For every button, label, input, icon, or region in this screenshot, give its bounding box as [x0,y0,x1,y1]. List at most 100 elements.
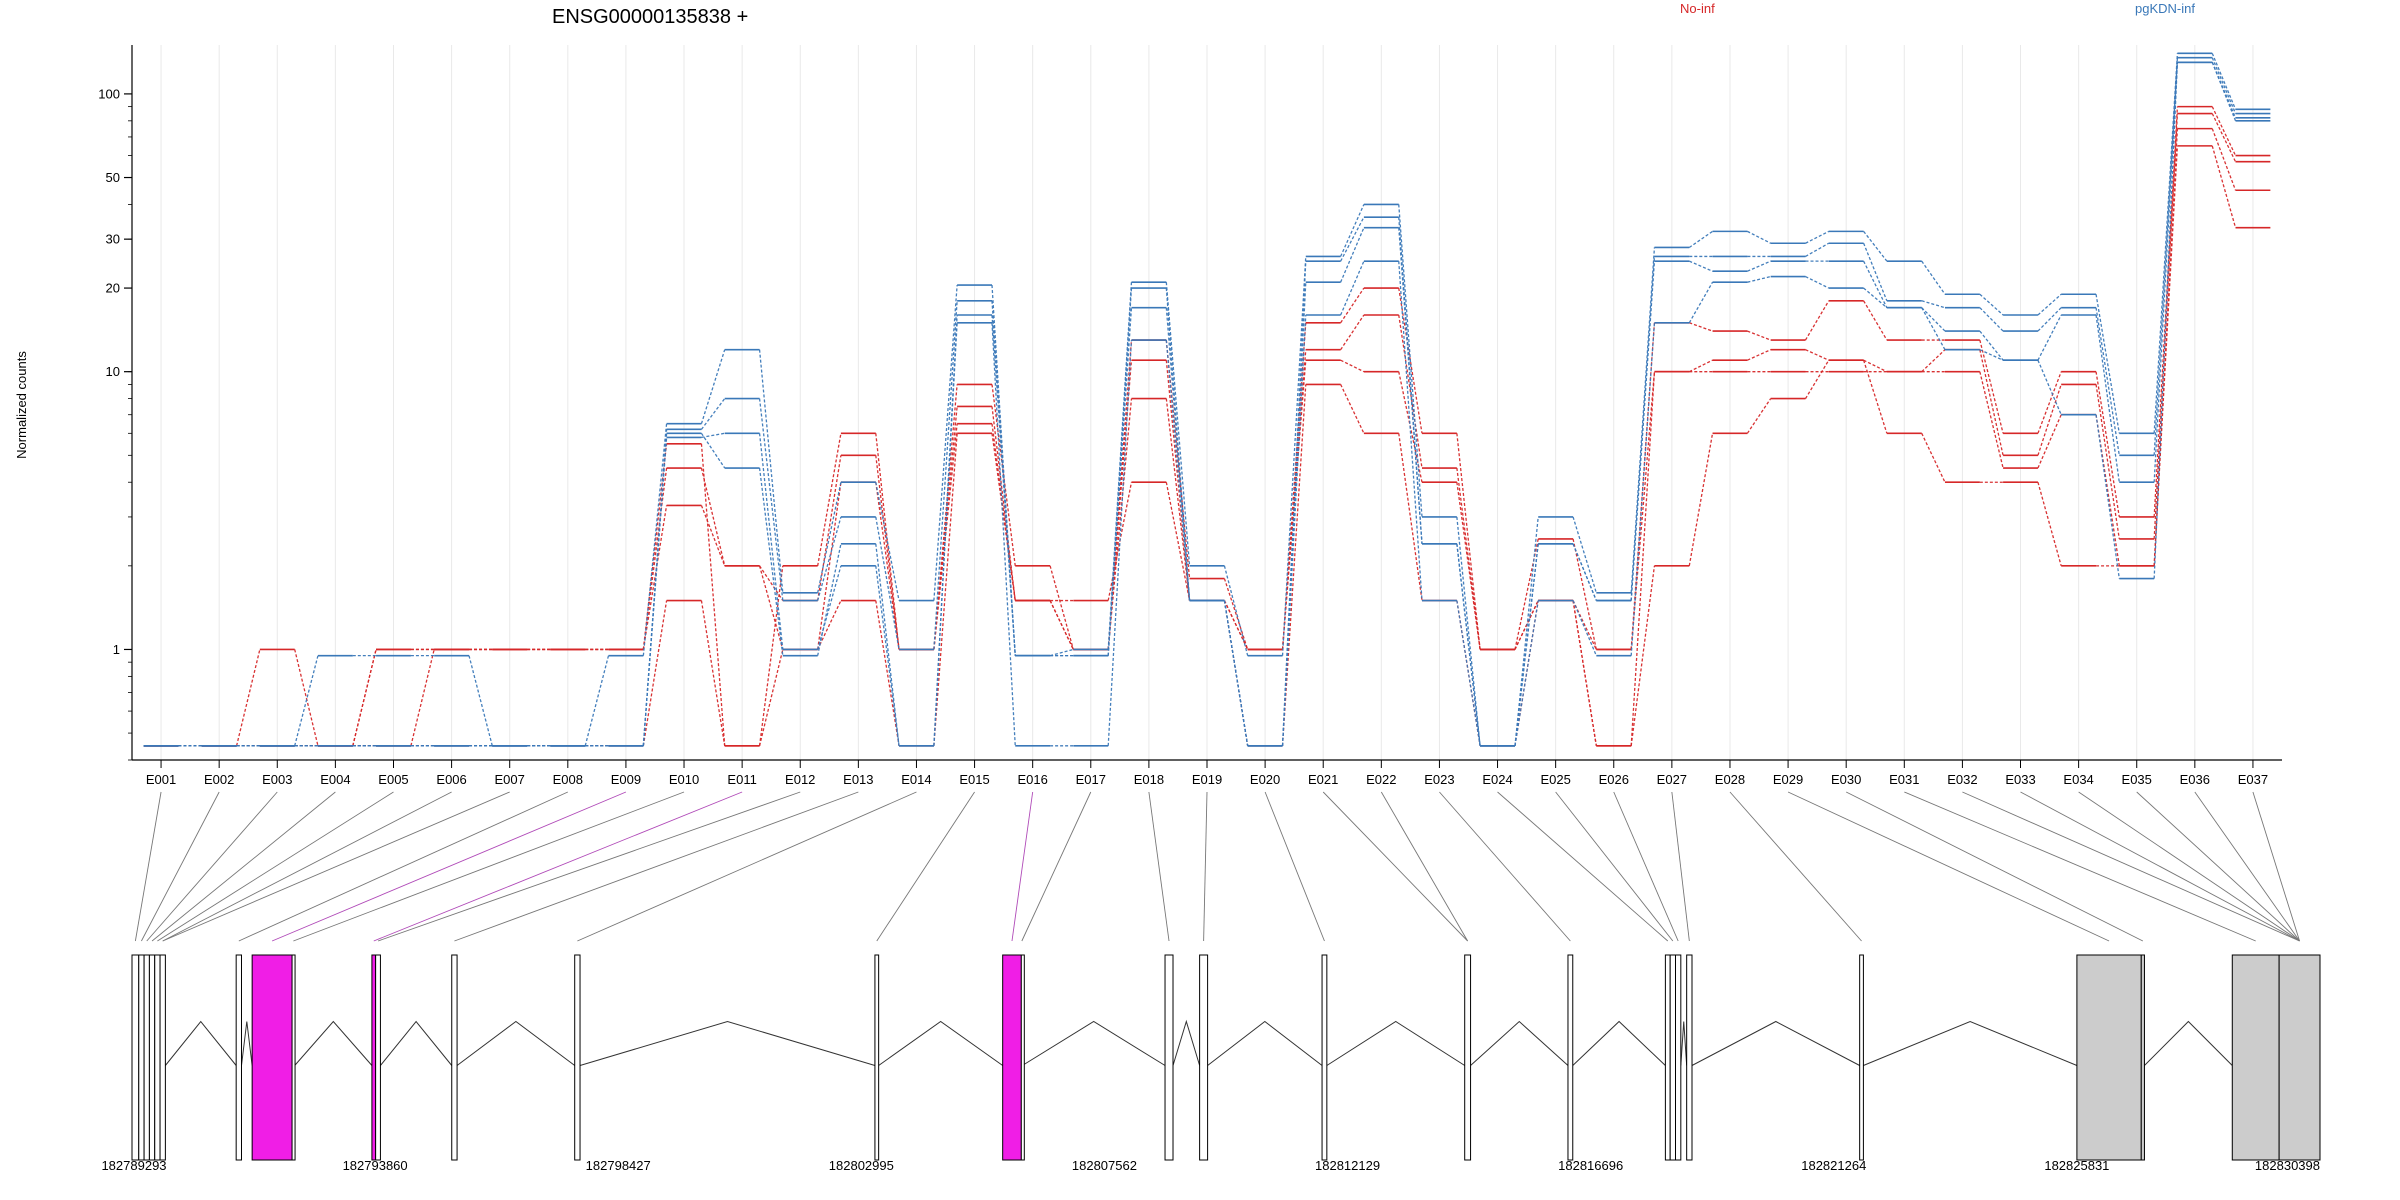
exon-box-e003 [143,954,150,1161]
exon-box-e015 [1002,954,1022,1161]
x-tick-label: E016 [1017,772,1047,787]
genomic-coordinate-label: 182798427 [586,1158,651,1173]
exon-connector [377,791,801,942]
exon-connector [2020,791,2300,942]
series-pgkdn-inf-7 [143,61,2271,747]
exon-box-e012 [451,954,458,1161]
x-tick-label: E011 [727,772,756,787]
x-tick-label: E012 [785,772,815,787]
exon-connector [1729,791,1862,942]
intron-line [294,1020,373,1066]
exon-connector [2194,791,2300,942]
x-tick-label: E001 [146,772,176,787]
genomic-coordinate-label: 182830398 [2255,1158,2320,1173]
exon-box-e021 [1567,954,1574,1161]
exon-connector [162,791,452,942]
intron-line [1680,1021,1688,1066]
x-tick-label: E022 [1366,772,1396,787]
exon-connector [1962,791,2300,942]
intron-line [1207,1020,1323,1066]
genomic-coordinate-label: 182789293 [101,1158,166,1173]
intron-line [878,1020,1003,1066]
exon-connector [151,791,336,942]
exon-box-e017 [1164,954,1174,1161]
exon-box-e028 [2140,954,2145,1161]
genomic-coordinate-label: 182802995 [829,1158,894,1173]
x-tick-label: E032 [1947,772,1977,787]
exon-box-e025 [1686,954,1693,1161]
series-layer [143,52,2271,747]
exon-connector [1322,791,1468,942]
exon-box-e019 [1321,954,1328,1161]
exon-box-e005 [154,954,161,1161]
exon-connector [162,791,510,942]
intron-line [164,1020,237,1066]
genomic-coordinate-label: 182821264 [1801,1158,1866,1173]
exon-connector [1671,791,1690,942]
genomic-coordinate-label: 182816696 [1558,1158,1623,1173]
intron-line [579,1020,876,1066]
x-tick-label: E037 [2238,772,2268,787]
x-tick-label: E019 [1192,772,1222,787]
exon-connector [1904,791,2256,942]
y-tick-label: 30 [106,232,120,247]
y-tick-label: 100 [98,86,120,101]
exon-connector [2078,791,2300,942]
exon-box-e008 [251,954,293,1161]
exon-connector [1497,791,1669,942]
x-tick-label: E028 [1715,772,1745,787]
x-tick-label: E014 [901,772,931,787]
exon-connector [1845,791,2144,942]
legend-item-pgkdn-inf: pgKDN-inf [2135,1,2195,16]
x-tick-label: E007 [495,772,525,787]
exon-connector [2136,791,2300,942]
exon-connector [454,791,859,942]
exon-box-e014 [874,954,880,1161]
exon-box-e018 [1199,954,1209,1161]
x-tick-label: E002 [204,772,234,787]
x-tick-label: E034 [2063,772,2093,787]
exon-box-e011 [375,954,381,1161]
exon-connector [1021,791,1092,942]
x-tick-label: E021 [1308,772,1338,787]
exon-connector [577,791,917,942]
x-tick-label: E004 [320,772,350,787]
y-tick-label: 1 [113,642,120,657]
exon-box-e024 [1674,954,1682,1161]
exon-connector [271,791,627,942]
exon-connector [1787,791,2110,942]
series-transition [178,62,2237,747]
x-tick-label: E027 [1657,772,1687,787]
exon-box-e001 [131,954,140,1161]
exon-box-e004 [148,954,156,1161]
genomic-coordinate-label: 182812129 [1315,1158,1380,1173]
exon-box-e013 [574,954,581,1161]
exon-connector [1439,791,1571,942]
exon-box-e006 [159,954,166,1161]
grid-layer [160,45,2254,760]
x-tick-label: E029 [1773,772,1803,787]
intron-line [1863,1020,2078,1066]
x-tick-label: E020 [1250,772,1280,787]
intron-line [1470,1020,1569,1066]
exon-box-e029 [2231,954,2280,1161]
exon-box-e026 [1859,954,1864,1161]
genomic-coordinate-label: 182793860 [343,1158,408,1173]
exon-box-e010 [371,954,377,1161]
exon-connector [141,791,220,942]
x-tick-label: E008 [553,772,583,787]
intron-line [1691,1020,1860,1066]
y-axis-label: Normalized counts [14,351,29,459]
exon-box-e020 [1464,954,1472,1161]
exon-connector [1264,791,1325,942]
exon-box-e009 [291,954,296,1161]
x-tick-label: E035 [2122,772,2152,787]
intron-line [240,1021,253,1066]
exon-connector [1148,791,1170,942]
x-tick-label: E030 [1831,772,1861,787]
exon-connector [1555,791,1674,942]
x-tick-label: E015 [959,772,989,787]
x-tick-label: E003 [262,772,292,787]
y-tick-label: 20 [106,281,120,296]
